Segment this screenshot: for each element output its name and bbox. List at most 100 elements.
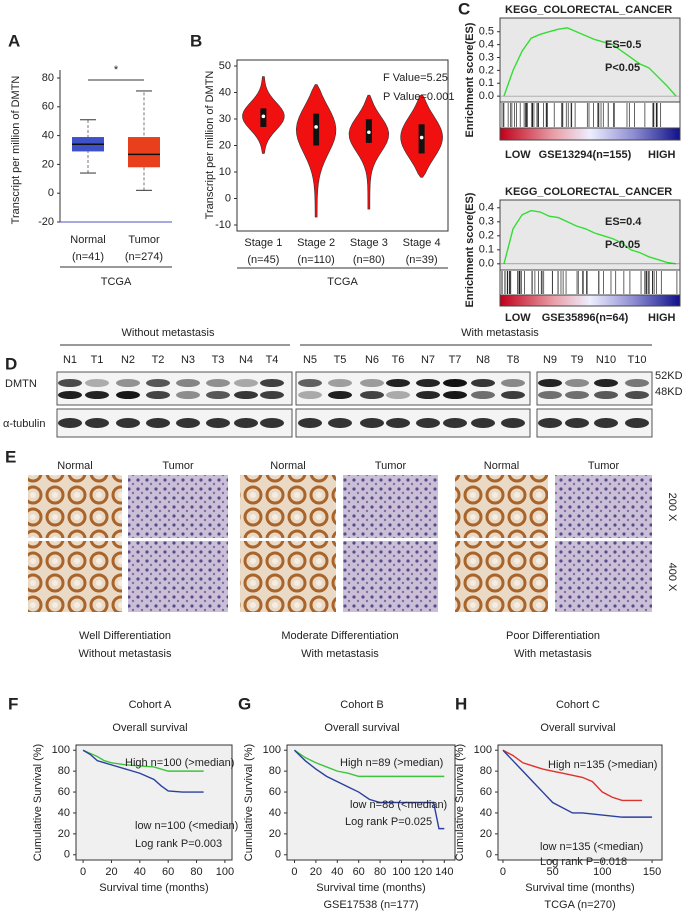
micrograph bbox=[343, 541, 438, 612]
x-axis-label: Survival time (months) bbox=[525, 882, 634, 894]
band bbox=[260, 391, 284, 399]
band bbox=[206, 379, 230, 387]
column-label: Tumor bbox=[375, 460, 407, 472]
hit-strip bbox=[499, 101, 681, 129]
y-axis-label: Transcript per million of DMTN bbox=[204, 71, 216, 220]
band bbox=[538, 379, 562, 387]
stat-annotation: High n=100 (>median) bbox=[125, 757, 234, 769]
micrograph bbox=[343, 475, 438, 538]
band bbox=[443, 379, 467, 387]
band bbox=[298, 379, 322, 387]
band bbox=[206, 418, 230, 428]
magnification: 200 X bbox=[666, 493, 678, 522]
band bbox=[298, 391, 322, 399]
x-axis-label: Survival time (months) bbox=[99, 882, 208, 894]
x-tick-note: (n=274) bbox=[125, 251, 163, 263]
rank-high: HIGH bbox=[648, 149, 676, 161]
y-tick-label: 0.1 bbox=[479, 77, 494, 89]
dataset: GSE35896(n=64) bbox=[542, 312, 629, 324]
survival-curve bbox=[82, 749, 204, 793]
stat-annotation: F Value=5.25 bbox=[383, 72, 448, 84]
micrograph bbox=[28, 475, 122, 538]
band bbox=[386, 379, 410, 387]
median-dot bbox=[261, 114, 266, 119]
column-label: Normal bbox=[270, 460, 305, 472]
lane-label: N7 bbox=[421, 354, 435, 366]
footer: GSE17538 (n=177) bbox=[323, 899, 418, 911]
panel-label: F bbox=[8, 694, 18, 713]
plot-bg bbox=[499, 17, 681, 103]
micrograph bbox=[128, 541, 228, 612]
y-tick-label: 0.0 bbox=[479, 258, 494, 270]
y-tick-label: 20 bbox=[269, 828, 281, 840]
x-axis-label: TCGA bbox=[327, 276, 358, 288]
lane-label: N5 bbox=[303, 354, 317, 366]
band bbox=[260, 379, 284, 387]
survival-curve bbox=[82, 749, 204, 772]
lane-label: T8 bbox=[507, 354, 520, 366]
survival-curve bbox=[294, 749, 445, 830]
band bbox=[85, 418, 109, 428]
lane-label: T2 bbox=[152, 354, 165, 366]
chart-subtitle: Overall survival bbox=[112, 722, 187, 734]
band bbox=[416, 391, 440, 399]
x-tick-label: 60 bbox=[162, 866, 174, 878]
lane-label: N9 bbox=[543, 354, 557, 366]
band bbox=[260, 418, 284, 428]
x-axis-label: Survival time (months) bbox=[316, 882, 425, 894]
band bbox=[116, 418, 140, 428]
band bbox=[594, 391, 618, 399]
protein-label: DMTN bbox=[5, 378, 37, 390]
band bbox=[176, 379, 200, 387]
band bbox=[176, 391, 200, 399]
y-tick-label: 40 bbox=[480, 807, 492, 819]
x-tick-label: 120 bbox=[414, 866, 432, 878]
plot-bg bbox=[75, 744, 233, 861]
band bbox=[298, 418, 322, 428]
lane-label: T7 bbox=[449, 354, 462, 366]
band bbox=[625, 418, 649, 428]
x-tick-note: (n=110) bbox=[297, 254, 334, 266]
band bbox=[594, 379, 618, 387]
band bbox=[565, 379, 589, 387]
rank-low: LOW bbox=[505, 312, 531, 324]
x-tick-note: (n=41) bbox=[72, 251, 104, 263]
stat-annotation: ES=0.5 bbox=[605, 39, 641, 51]
micrograph bbox=[240, 475, 336, 538]
y-tick-label: 0.4 bbox=[479, 39, 494, 51]
x-tick-label: Tumor bbox=[128, 234, 160, 246]
x-tick-label: 140 bbox=[435, 866, 453, 878]
stat-annotation: low n=135 (<median) bbox=[540, 841, 643, 853]
band bbox=[538, 391, 562, 399]
lane-label: N2 bbox=[121, 354, 135, 366]
band bbox=[625, 379, 649, 387]
median-dot bbox=[419, 135, 424, 140]
y-tick-label: 20 bbox=[219, 139, 231, 151]
band bbox=[443, 418, 467, 428]
y-tick-label: 0.3 bbox=[479, 51, 494, 63]
group-label: Without metastasis bbox=[122, 327, 215, 339]
band bbox=[501, 379, 525, 387]
y-tick-label: 0.2 bbox=[479, 230, 494, 242]
lane-label: N1 bbox=[63, 354, 77, 366]
y-tick-label: 20 bbox=[58, 828, 70, 840]
y-tick-label: 40 bbox=[58, 807, 70, 819]
stat-annotation: Log rank P=0.003 bbox=[135, 838, 222, 850]
band bbox=[206, 391, 230, 399]
band bbox=[360, 418, 384, 428]
stat-annotation: Log rank P=0.018 bbox=[540, 856, 627, 868]
chart-title: Cohort A bbox=[129, 699, 172, 711]
size-label: 48KD bbox=[655, 386, 683, 398]
violin bbox=[348, 94, 390, 210]
survival-curve bbox=[294, 749, 445, 778]
y-tick-label: 0 bbox=[486, 849, 492, 861]
y-tick-label: 80 bbox=[269, 765, 281, 777]
band bbox=[501, 391, 525, 399]
y-tick-label: 40 bbox=[219, 86, 231, 98]
y-tick-label: 100 bbox=[52, 744, 70, 756]
x-tick-label: 40 bbox=[331, 866, 343, 878]
y-tick-label: 60 bbox=[58, 786, 70, 798]
column-label: Tumor bbox=[162, 460, 194, 472]
footer: TCGA (n=270) bbox=[544, 899, 615, 911]
